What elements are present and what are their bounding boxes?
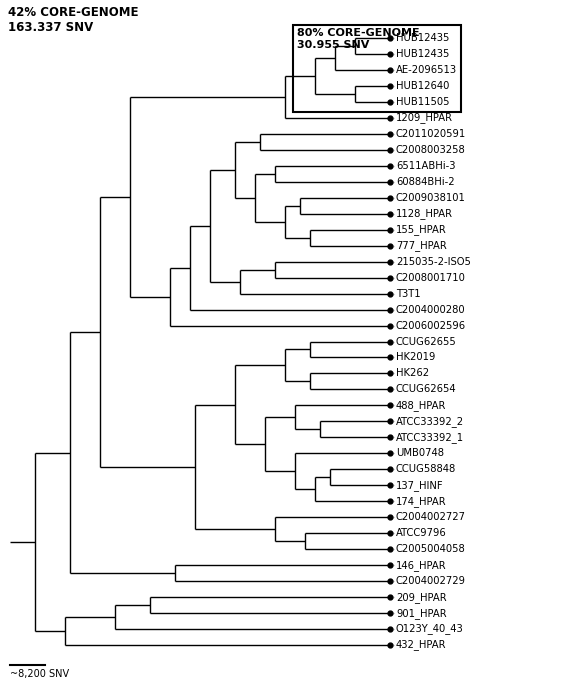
Text: 60884BHi-2: 60884BHi-2 <box>396 177 455 187</box>
Text: UMB0748: UMB0748 <box>396 448 444 458</box>
Text: AE-2096513: AE-2096513 <box>396 65 457 75</box>
Text: 209_HPAR: 209_HPAR <box>396 592 447 603</box>
Text: O123Y_40_43: O123Y_40_43 <box>396 623 464 634</box>
Text: 215035-2-ISO5: 215035-2-ISO5 <box>396 257 471 266</box>
Text: CCUG58848: CCUG58848 <box>396 464 456 474</box>
Text: 6511ABHi-3: 6511ABHi-3 <box>396 161 455 171</box>
Text: HK262: HK262 <box>396 369 429 378</box>
Text: 901_HPAR: 901_HPAR <box>396 608 447 619</box>
Text: HUB11505: HUB11505 <box>396 97 450 107</box>
Text: C2004000280: C2004000280 <box>396 305 466 314</box>
Text: 777_HPAR: 777_HPAR <box>396 240 447 251</box>
Text: ATCC33392_1: ATCC33392_1 <box>396 432 464 443</box>
Text: HUB12435: HUB12435 <box>396 49 450 59</box>
Text: C2006002596: C2006002596 <box>396 321 466 331</box>
Text: C2008001710: C2008001710 <box>396 273 466 283</box>
Text: ~8,200 SNV: ~8,200 SNV <box>10 669 69 679</box>
Text: 488_HPAR: 488_HPAR <box>396 400 447 411</box>
Text: 155_HPAR: 155_HPAR <box>396 224 447 235</box>
Text: 137_HINF: 137_HINF <box>396 479 444 490</box>
Text: CCUG62654: CCUG62654 <box>396 384 456 395</box>
Text: 146_HPAR: 146_HPAR <box>396 560 447 571</box>
Text: C2011020591: C2011020591 <box>396 129 466 139</box>
Text: C2009038101: C2009038101 <box>396 192 466 203</box>
Text: HUB12640: HUB12640 <box>396 81 450 91</box>
Text: 42% CORE-GENOME
163.337 SNV: 42% CORE-GENOME 163.337 SNV <box>8 6 139 34</box>
Text: 1209_HPAR: 1209_HPAR <box>396 112 453 123</box>
Text: 80% CORE-GENOME
30.955 SNV: 80% CORE-GENOME 30.955 SNV <box>297 28 419 49</box>
Text: CCUG62655: CCUG62655 <box>396 336 457 347</box>
Text: T3T1: T3T1 <box>396 288 420 299</box>
Text: ATCC9796: ATCC9796 <box>396 528 447 538</box>
Text: C2004002729: C2004002729 <box>396 576 466 586</box>
Text: 432_HPAR: 432_HPAR <box>396 640 447 651</box>
Text: C2005004058: C2005004058 <box>396 544 466 554</box>
Text: 174_HPAR: 174_HPAR <box>396 496 447 507</box>
Text: HUB12435: HUB12435 <box>396 33 450 43</box>
Text: HK2019: HK2019 <box>396 353 436 362</box>
Text: 1128_HPAR: 1128_HPAR <box>396 208 453 219</box>
Text: C2008003258: C2008003258 <box>396 145 466 155</box>
Text: ATCC33392_2: ATCC33392_2 <box>396 416 464 427</box>
Text: C2004002727: C2004002727 <box>396 512 466 522</box>
